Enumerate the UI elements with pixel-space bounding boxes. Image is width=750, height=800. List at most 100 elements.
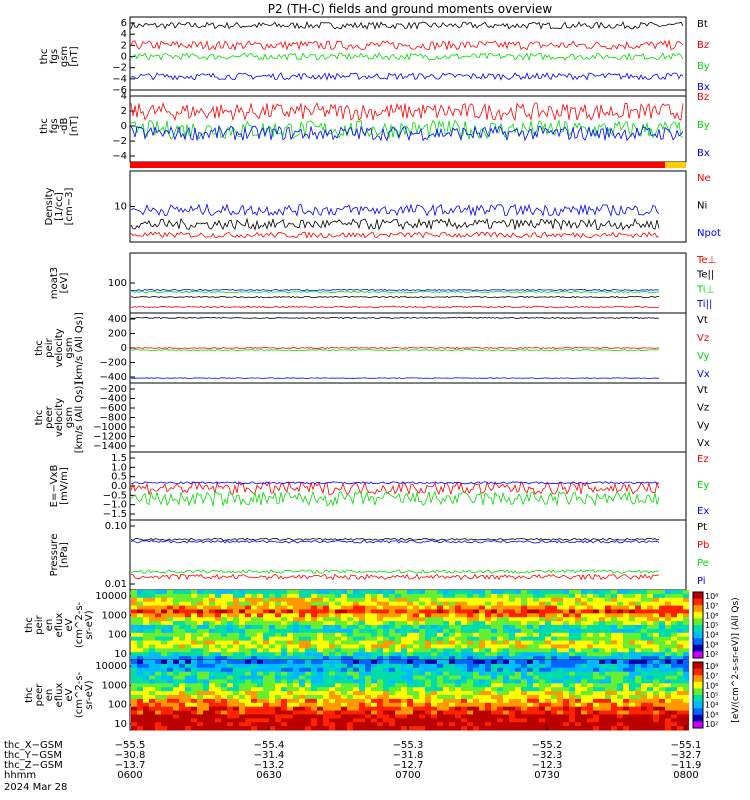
heatmap-cell [203,593,209,599]
heatmap-cell [161,671,167,677]
heatmap-cell [311,726,317,731]
heatmap-cell [335,617,341,622]
heatmap-cell [173,679,179,684]
heatmap-cell [617,675,623,680]
heatmap-cell [431,605,437,610]
heatmap-cell [203,644,209,649]
heatmap-cell [233,613,239,618]
heatmap-cell [191,714,197,719]
heatmap-cell [473,636,479,642]
heatmap-cell [365,597,371,603]
heatmap-cell [443,625,449,630]
heatmap-cell [275,593,281,599]
heatmap-cell [437,667,443,673]
heatmap-cell [185,702,191,708]
heatmap-cell [149,656,155,661]
heatmap-cell [161,722,167,727]
heatmap-cell [563,706,569,712]
heatmap-cell [503,714,509,719]
heatmap-cell [155,621,161,626]
heatmap-cell [563,625,569,630]
heatmap-cell [557,702,563,708]
heatmap-cell [623,605,629,610]
heatmap-cell [131,621,137,626]
heatmap-cell [497,726,503,731]
heatmap-cell [503,660,509,665]
heatmap-cell [455,679,461,684]
series-Te|| [130,295,660,299]
heatmap-cell [557,687,563,692]
ylabel-line: [km/s (All Qs)] [74,382,85,454]
heatmap-cell [557,671,563,677]
heatmap-cell [425,640,431,645]
heatmap-cell [575,621,581,626]
heatmap-cell [389,706,395,712]
heatmap-cell [683,644,689,649]
ytick-label: 10 [114,202,127,213]
heatmap-cell [395,617,401,622]
heatmap-cell [509,636,515,642]
heatmap-cell [449,663,455,669]
heatmap-cell [149,597,155,603]
heatmap-cell [479,601,485,607]
heatmap-cell [467,722,473,727]
heatmap-cell [239,625,245,630]
heatmap-cell [401,648,407,653]
heatmap-cell [599,644,605,649]
heatmap-cell [509,617,515,622]
heatmap-cell [653,691,659,696]
colorbar-swatch [693,592,703,600]
heatmap-cell [401,714,407,719]
heatmap-cell [281,722,287,727]
heatmap-cell [161,640,167,645]
heatmap-cell [275,679,281,684]
heatmap-cell [185,636,191,642]
heatmap-cell [275,605,281,610]
heatmap-cell [629,671,635,677]
heatmap-cell [413,621,419,626]
heatmap-cell [551,702,557,708]
colorbar-tick: 10⁸ [705,592,718,601]
heatmap-cell [431,691,437,696]
heatmap-cell [497,640,503,645]
heatmap-cell [425,621,431,626]
heatmap-cell [635,706,641,712]
heatmap-cell [275,675,281,680]
heatmap-cell [599,617,605,622]
heatmap-cell [629,691,635,696]
heatmap-cell [305,644,311,649]
heatmap-cell [521,687,527,692]
heatmap-cell [443,593,449,599]
xaxis-row-value: −55.3 [393,740,424,751]
heatmap-cell [311,698,317,704]
heatmap-cell [515,636,521,642]
heatmap-cell [155,652,161,657]
heatmap-cell [683,714,689,719]
heatmap-cell [383,621,389,626]
heatmap-cell [683,621,689,626]
heatmap-cell [551,593,557,599]
heatmap-cell [221,652,227,657]
heatmap-cell [491,601,497,607]
heatmap-cell [167,726,173,731]
heatmap-cell [233,660,239,665]
heatmap-cell [311,687,317,692]
heatmap-cell [629,597,635,603]
heatmap-cell [443,667,449,673]
heatmap-cell [635,656,641,661]
heatmap-cell [251,702,257,708]
heatmap-cell [617,722,623,727]
heatmap-cell [521,632,527,638]
heatmap-cell [299,663,305,669]
heatmap-cell [593,605,599,610]
heatmap-cell [233,702,239,708]
heatmap-cell [287,667,293,673]
heatmap-cell [533,726,539,731]
heatmap-cell [431,698,437,704]
heatmap-cell [377,660,383,665]
heatmap-cell [221,667,227,673]
ytick-label: −200 [100,358,127,369]
heatmap-cell [467,613,473,618]
heatmap-cell [407,660,413,665]
